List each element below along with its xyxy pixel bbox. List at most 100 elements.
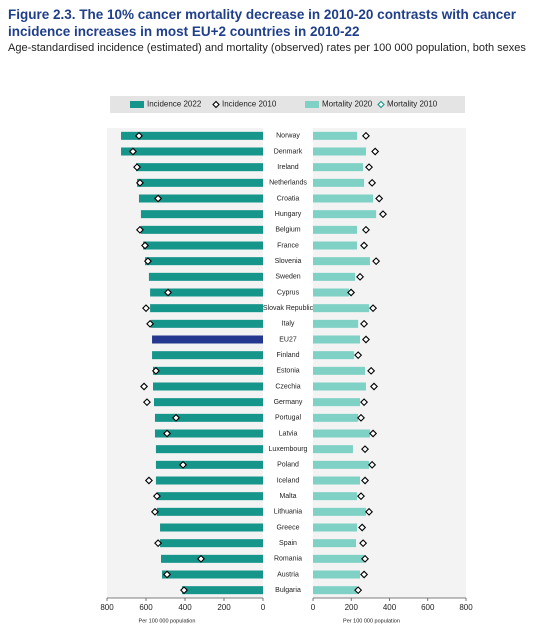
bar [150,288,263,297]
bar [155,445,263,454]
category-label: Lithuania [274,509,303,516]
bar [136,163,263,172]
marker [357,413,365,422]
bar [140,225,263,234]
category-label: Greece [277,524,300,531]
legend-label: Mortality 2020 [322,100,373,109]
marker [356,272,365,281]
marker [370,382,378,391]
bar [313,586,357,595]
bar [313,288,349,297]
x-tick-label: 800 [459,603,473,612]
category-label: France [277,242,299,249]
marker [152,492,161,501]
category-label: Czechia [275,383,300,390]
marker [357,492,365,501]
marker [142,304,150,313]
marker [146,319,155,328]
bar [313,398,361,407]
bar [313,476,361,485]
category-label: Sweden [275,274,300,281]
marker [375,194,384,203]
marker [150,507,159,516]
marker [361,476,369,485]
category-label: Croatia [277,195,300,202]
marker [154,194,163,203]
legend-swatch [130,101,144,108]
bar [313,492,357,501]
category-label: Norway [276,133,300,140]
category-label: Italy [282,321,295,328]
bar [155,460,263,469]
bar [313,460,370,469]
bar [143,241,263,250]
marker [369,304,378,313]
bar [148,272,263,281]
bar [121,131,263,140]
category-label: Finland [277,352,300,359]
bar [121,147,263,156]
bar [313,257,370,266]
marker [371,147,380,156]
marker [354,351,363,360]
legend-swatch [305,101,319,108]
category-label: Portugal [275,415,302,422]
marker [164,288,173,297]
x-axis-label: Per 100 000 population [343,618,400,624]
category-label: Denmark [274,148,303,155]
category-label: Cyprus [277,289,300,296]
x-tick-label: 600 [421,603,435,612]
bar [153,366,263,375]
marker [347,288,356,297]
marker [379,210,387,219]
bar [313,351,355,360]
category-label: Estonia [276,368,299,375]
category-label: Latvia [279,430,298,437]
bar [154,413,263,422]
marker [368,460,377,469]
bar [140,210,263,219]
bar [156,492,263,501]
marker [135,178,144,187]
bar [313,194,374,203]
bar [313,131,357,140]
bar [154,429,263,438]
bar [313,554,365,563]
bar [160,539,263,548]
bar [313,335,361,344]
bar [152,351,263,360]
bar [161,554,263,563]
x-tick-label: 400 [383,603,397,612]
bar [313,445,353,454]
marker [360,570,369,579]
category-label: Netherlands [269,180,307,187]
category-label: Romania [274,556,302,563]
marker [361,335,370,344]
x-tick-label: 0 [311,603,316,612]
bar [150,304,263,313]
marker [361,445,369,454]
bar [156,507,263,516]
x-tick-label: 400 [178,603,192,612]
category-label: Slovak Republic [263,305,314,312]
legend-label: Mortality 2010 [387,100,438,109]
bar [313,147,366,156]
x-tick-label: 600 [139,603,153,612]
bar [153,382,263,391]
legend-label: Incidence 2010 [222,100,277,109]
bar [313,225,357,234]
marker [141,241,150,250]
marker [360,319,369,328]
x-tick-label: 800 [100,603,114,612]
marker [133,163,142,172]
marker [361,554,369,563]
marker [151,366,160,375]
marker [354,586,363,595]
bar [313,429,370,438]
category-label: Iceland [277,477,300,484]
marker [143,257,152,266]
marker [367,366,376,375]
bar [313,304,370,313]
marker [172,413,181,422]
bar [161,570,263,579]
